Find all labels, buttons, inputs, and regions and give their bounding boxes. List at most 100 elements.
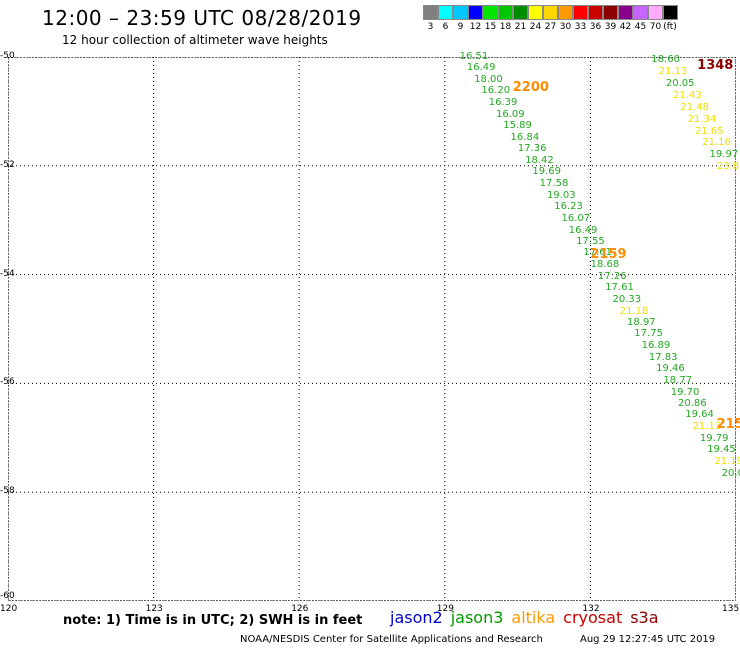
- map-plot-area[interactable]: [8, 57, 736, 601]
- satellite-label: cryosat: [563, 608, 623, 627]
- generation-timestamp: Aug 29 12:27:45 UTC 2019: [580, 634, 716, 645]
- latitude-tick-label: -52: [0, 159, 15, 170]
- wave-height-value: 19.69: [532, 166, 562, 178]
- wave-height-value: 19.03: [546, 189, 576, 201]
- color-scale-label: 9: [457, 22, 464, 32]
- color-scale-label: 24: [529, 22, 542, 32]
- color-swatch: [423, 5, 438, 20]
- color-scale-label: 42: [619, 22, 632, 32]
- wave-height-value: 16.39: [488, 96, 518, 108]
- color-swatch: [528, 5, 543, 20]
- wave-height-value: 21.16: [702, 137, 731, 149]
- map-subtitle: 12 hour collection of altimeter wave hei…: [62, 33, 328, 47]
- wave-height-value: 18.97: [627, 317, 656, 329]
- wave-height-value: 18.77: [663, 374, 693, 386]
- wave-height-value: 17.26: [597, 270, 627, 282]
- color-scale-label: 33: [574, 22, 587, 32]
- wave-height-value: 18.00: [474, 73, 503, 85]
- satellite-legend: jason2 jason3 altika cryosat s3a: [390, 608, 667, 627]
- wave-height-value: 16.49: [568, 224, 598, 236]
- wave-height-value: 17.83: [648, 351, 678, 363]
- color-scale-label: 39: [604, 22, 617, 32]
- wave-height-value: 16.20: [481, 85, 511, 97]
- longitude-tick-label: 120: [0, 604, 18, 614]
- time-marker: 2158: [716, 416, 740, 432]
- unit-label: (ft): [663, 22, 677, 32]
- wave-height-value: 17.36: [517, 143, 547, 155]
- color-swatch: [573, 5, 588, 20]
- wave-height-value: 17.61: [605, 282, 634, 294]
- color-scale-label: 27: [544, 22, 557, 32]
- wave-height-value: 19.97: [709, 149, 739, 161]
- wave-height-value: 19.70: [670, 386, 700, 398]
- wave-height-value: 18.42: [525, 154, 554, 166]
- wave-height-value: 20.09: [721, 467, 740, 479]
- color-swatch: [633, 5, 648, 20]
- wave-height-value: 20.33: [612, 293, 642, 305]
- time-marker: 2200: [512, 79, 549, 95]
- color-swatch: [453, 5, 468, 20]
- wave-height-value: 16.09: [495, 108, 525, 120]
- wave-height-value: 21.13: [658, 65, 688, 77]
- color-scale-label: 30: [559, 22, 572, 32]
- color-swatch: [663, 5, 678, 20]
- color-swatch: [543, 5, 558, 20]
- color-swatch: [618, 5, 633, 20]
- longitude-tick-label: 126: [291, 604, 309, 614]
- wave-height-value: 20.86: [677, 398, 707, 410]
- color-swatch: [498, 5, 513, 20]
- wave-height-value: 17.75: [634, 328, 663, 340]
- latitude-tick-label: -50: [0, 51, 15, 61]
- longitude-tick-label: 123: [145, 604, 163, 614]
- latitude-tick-label: -60: [0, 591, 15, 601]
- wave-height-value: 21.18: [619, 305, 649, 317]
- longitude-tick-label: 129: [436, 604, 454, 614]
- wave-height-value: 23.80: [716, 161, 740, 173]
- color-scale-label: 21: [514, 22, 527, 32]
- satellite-label: jason3: [450, 608, 504, 627]
- wave-height-value: 16.07: [561, 212, 591, 224]
- color-scale-label: 18: [499, 22, 512, 32]
- wave-height-value: 21.43: [673, 89, 702, 101]
- color-scale-label: 15: [484, 22, 497, 32]
- wave-height-value: 17.58: [539, 177, 569, 189]
- color-scale-label: 36: [589, 22, 602, 32]
- color-swatch: [603, 5, 618, 20]
- wave-height-value: 18.60: [651, 53, 680, 65]
- color-swatch: [513, 5, 528, 20]
- wave-height-value: 19.45: [707, 444, 736, 456]
- wave-height-value: 20.05: [665, 77, 695, 89]
- color-swatch: [558, 5, 573, 20]
- credit-line: NOAA/NESDIS Center for Satellite Applica…: [240, 634, 543, 645]
- time-marker: 1348: [697, 58, 734, 74]
- wave-height-value: 21.65: [694, 125, 724, 137]
- satellite-label: s3a: [630, 608, 659, 627]
- longitude-tick-label: 132: [582, 604, 600, 614]
- wave-height-value: 17.55: [576, 235, 605, 247]
- wave-height-value: 21.13: [692, 420, 722, 432]
- wave-height-value: 21.19: [714, 455, 740, 467]
- satellite-label: altika: [511, 608, 556, 627]
- map-title: 12:00 – 23:59 UTC 08/28/2019: [42, 6, 362, 30]
- wave-height-value: 17.61: [583, 247, 612, 259]
- wave-height-value: 16.23: [554, 201, 583, 213]
- wave-height-value: 21.48: [680, 101, 710, 113]
- wave-height-value: 15.89: [503, 120, 532, 132]
- color-scale-label: 6: [442, 22, 449, 32]
- wave-height-value: 18.68: [590, 258, 620, 270]
- wave-height-value: 21.34: [687, 113, 717, 125]
- wave-height-value: 16.89: [641, 339, 671, 351]
- wave-height-value: 16.51: [459, 51, 489, 62]
- latitude-tick-label: -56: [0, 377, 15, 388]
- satellite-label: jason2: [390, 608, 443, 627]
- time-marker: 2159: [590, 246, 627, 262]
- longitude-tick-label: 135: [722, 604, 740, 614]
- color-swatch: [648, 5, 663, 20]
- wave-height-value: 19.64: [685, 409, 714, 421]
- latitude-tick-label: -54: [0, 268, 15, 279]
- wave-height-value: 19.46: [656, 363, 685, 375]
- wave-height-value: 16.49: [466, 62, 496, 74]
- latitude-tick-label: -58: [0, 486, 15, 497]
- wave-height-value: 16.84: [510, 131, 540, 143]
